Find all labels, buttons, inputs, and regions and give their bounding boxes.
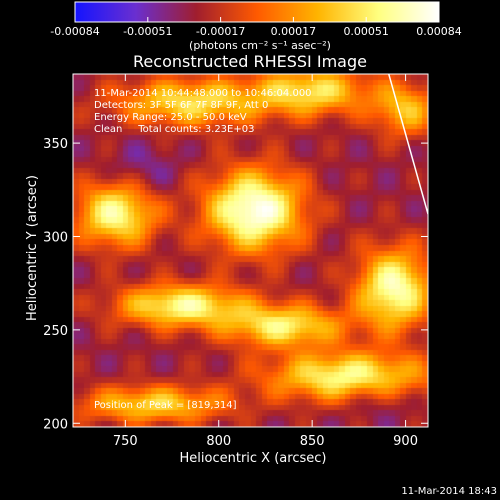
info-total-counts: Clean Total counts: 3.23E+03: [94, 124, 254, 135]
heatmap-image: [73, 74, 428, 427]
colorbar-tick-label: 0.00051: [343, 25, 389, 38]
y-tick-label: 300: [43, 230, 68, 245]
y-axis-label: Heliocentric Y (arcsec): [25, 175, 40, 321]
colorbar-gradient: [74, 1, 440, 23]
peak-position-label: Position of Peak = [819,314]: [94, 400, 237, 411]
info-block: 11-Mar-2014 10:44:48.000 to 10:46:04.000…: [94, 88, 312, 135]
chart-title: Reconstructed RHESSI Image: [133, 52, 367, 71]
x-tick-label: 900: [393, 434, 418, 449]
limb-line: [388, 74, 428, 215]
y-axis-ticks: 200 250 300 350: [43, 137, 428, 432]
plot-area: 750 800 850 900 200 250 300 350: [43, 73, 429, 449]
timestamp: 11-Mar-2014 18:43: [401, 486, 497, 497]
x-tick-label: 850: [300, 434, 325, 449]
y-tick-label: 200: [43, 417, 68, 432]
colorbar-tick-label: 0.00084: [416, 25, 462, 38]
colorbar-tick-label: -0.00051: [123, 25, 172, 38]
info-detectors: Detectors: 3F 5F 6F 7F 8F 9F, Att 0: [94, 100, 268, 111]
plot-frame: [72, 73, 429, 428]
colorbar-tick-label: 0.00017: [271, 25, 317, 38]
y-tick-label: 350: [43, 137, 68, 152]
info-time-range: 11-Mar-2014 10:44:48.000 to 10:46:04.000: [94, 88, 312, 99]
colorbar-label: (photons cm⁻² s⁻¹ asec⁻²): [189, 39, 331, 52]
x-tick-label: 800: [206, 434, 231, 449]
colorbar-ticks: -0.00084 -0.00051 -0.00017 0.00017 0.00051 0.…: [50, 17, 462, 38]
x-tick-label: 750: [113, 434, 138, 449]
colorbar: -0.00084 -0.00051 -0.00017 0.00017 0.00051 0.…: [50, 1, 462, 52]
x-axis-label: Heliocentric X (arcsec): [180, 451, 327, 466]
info-energy-range: Energy Range: 25.0 - 50.0 keV: [94, 112, 247, 123]
colorbar-tick-label: -0.00017: [196, 25, 245, 38]
x-axis-ticks: 750 800 850 900: [113, 74, 418, 449]
y-tick-label: 250: [43, 324, 68, 339]
colorbar-tick-label: -0.00084: [50, 25, 99, 38]
